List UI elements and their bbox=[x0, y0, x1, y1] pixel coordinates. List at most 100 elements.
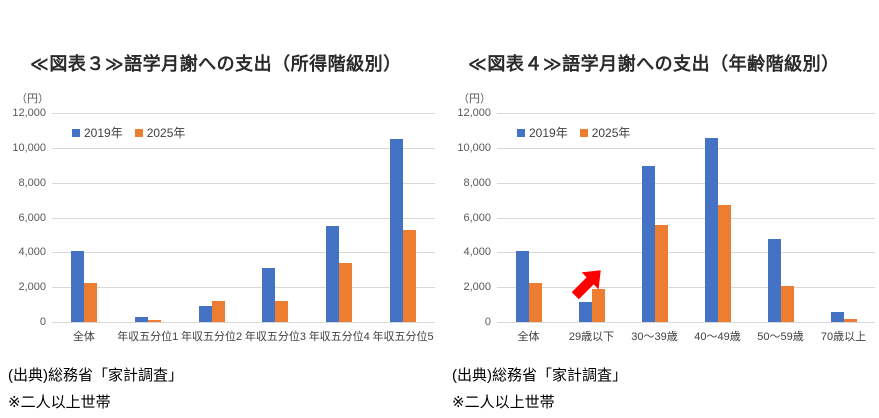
x-axis-line bbox=[497, 322, 875, 323]
bar-2025年-年収五分位2 bbox=[211, 301, 225, 322]
x-tick-label: 50～59歳 bbox=[757, 331, 804, 343]
bar-2025年-50～59歳 bbox=[780, 286, 794, 322]
gridline bbox=[497, 217, 875, 219]
legend-item: 2025年 bbox=[579, 124, 631, 141]
gridline bbox=[52, 287, 435, 289]
gridline bbox=[52, 147, 435, 149]
legend-swatch-icon bbox=[517, 128, 525, 137]
gridline bbox=[52, 182, 435, 184]
plot-area: 0 2,000 4,000 6,000 8,000 10,000 12,000 2019年 20… bbox=[12, 107, 435, 328]
household-footnote: ※二人以上世帯 bbox=[452, 394, 555, 411]
x-tick-label: 30～39歳 bbox=[631, 331, 678, 343]
gridline bbox=[52, 217, 435, 219]
bar-group bbox=[497, 113, 560, 322]
bar-2025年-全体 bbox=[83, 282, 97, 322]
x-tick-label: 70歳以上 bbox=[820, 331, 867, 343]
y-axis-unit-label: （円） bbox=[16, 93, 49, 105]
bar-group bbox=[244, 113, 308, 322]
legend-label: 2025年 bbox=[146, 126, 186, 140]
chart-panel-age: ≪図表４≫語学月謝への支出（年齢階級別） （円） 0 2,000 4,000 6,00… bbox=[440, 0, 879, 418]
bar-group bbox=[686, 113, 749, 322]
increase-arrow-icon bbox=[571, 270, 601, 300]
legend-swatch-icon bbox=[579, 128, 588, 137]
y-tick-label: 0 bbox=[484, 316, 491, 328]
gridline bbox=[497, 252, 875, 254]
y-tick-label: 4,000 bbox=[18, 246, 46, 259]
bar-2019年-年収五分位2 bbox=[198, 306, 212, 322]
bar-group bbox=[812, 113, 875, 322]
y-tick-label: 10,000 bbox=[457, 141, 491, 154]
bar-2025年-年収五分位3 bbox=[275, 301, 289, 322]
y-axis-unit-label: （円） bbox=[458, 93, 491, 105]
source-note: (出典)総務省「家計調査」 bbox=[452, 367, 627, 384]
bar-2019年-29歳以下 bbox=[578, 301, 592, 322]
bar-2025年-29歳以下 bbox=[591, 288, 605, 322]
x-tick-label: 40～49歳 bbox=[694, 331, 741, 343]
x-tick-label: 年収五分位2 bbox=[181, 331, 243, 343]
y-tick-label: 12,000 bbox=[457, 107, 491, 119]
bar-group bbox=[623, 113, 686, 322]
bar-2019年-全体 bbox=[515, 250, 529, 322]
bar-2019年-30～39歳 bbox=[641, 166, 655, 322]
x-tick-label: 29歳以下 bbox=[568, 331, 615, 343]
chart-title-income: ≪図表３≫語学月謝への支出（所得階級別） bbox=[30, 54, 402, 74]
gridline bbox=[497, 287, 875, 289]
legend-item: 2019年 bbox=[72, 124, 123, 141]
legend-label: 2025年 bbox=[591, 126, 631, 140]
bar-group bbox=[749, 113, 812, 322]
x-tick-label: 全体 bbox=[517, 331, 540, 343]
x-tick-label: 年収五分位5 bbox=[372, 331, 434, 343]
legend-item: 2019年 bbox=[517, 124, 568, 141]
x-axis-line bbox=[52, 322, 435, 323]
plot-area: 0 2,000 4,000 6,000 8,000 10,000 12,000 2019年 20… bbox=[457, 107, 875, 328]
legend: 2019年 2025年 bbox=[517, 124, 630, 141]
bar-2025年-年収五分位4 bbox=[339, 262, 353, 322]
bar-group bbox=[371, 113, 435, 322]
bar-group bbox=[307, 113, 371, 322]
bar-2025年-年収五分位1 bbox=[147, 320, 161, 322]
y-tick-label: 2,000 bbox=[463, 281, 491, 294]
bar-2019年-年収五分位4 bbox=[326, 226, 340, 322]
legend-swatch-icon bbox=[72, 128, 80, 137]
bar-2025年-全体 bbox=[528, 282, 542, 322]
bar-2019年-年収五分位1 bbox=[134, 316, 148, 322]
y-tick-label: 2,000 bbox=[18, 281, 46, 294]
bar-2025年-40～49歳 bbox=[717, 205, 731, 322]
legend-item: 2025年 bbox=[134, 124, 186, 141]
bar-2019年-50～59歳 bbox=[767, 239, 781, 322]
y-tick-label: 12,000 bbox=[12, 107, 46, 119]
legend-label: 2019年 bbox=[529, 126, 568, 140]
legend-label: 2019年 bbox=[84, 126, 123, 140]
bar-2025年-70歳以上 bbox=[843, 318, 857, 322]
legend: 2019年 2025年 bbox=[72, 124, 185, 141]
chart-footer: (出典)総務省「家計調査」 ※二人以上世帯 bbox=[8, 362, 183, 416]
bar-2019年-40～49歳 bbox=[704, 138, 718, 322]
bar-group bbox=[560, 113, 623, 322]
bar-2019年-全体 bbox=[70, 250, 84, 322]
gridline bbox=[52, 113, 435, 114]
bar-group bbox=[180, 113, 244, 322]
household-footnote: ※二人以上世帯 bbox=[8, 394, 111, 411]
bar-2019年-年収五分位5 bbox=[390, 139, 404, 322]
y-tick-label: 0 bbox=[39, 316, 46, 328]
bar-2019年-年収五分位3 bbox=[262, 268, 276, 322]
gridline bbox=[497, 182, 875, 184]
y-tick-label: 8,000 bbox=[463, 176, 491, 189]
gridline bbox=[497, 113, 875, 114]
legend-swatch-icon bbox=[134, 128, 143, 137]
bar-group bbox=[52, 113, 116, 322]
y-tick-label: 10,000 bbox=[12, 141, 46, 154]
chart-panel-income: ≪図表３≫語学月謝への支出（所得階級別） （円） 0 2,000 4,000 6,00… bbox=[8, 54, 435, 416]
x-tick-label: 全体 bbox=[72, 331, 95, 343]
bar-2025年-年収五分位5 bbox=[403, 229, 417, 322]
bar-chart-income: （円） 0 2,000 4,000 6,000 8,000 10,000 12,000 201… bbox=[12, 93, 435, 343]
x-tick-label: 年収五分位3 bbox=[244, 331, 306, 343]
x-tick-label: 年収五分位1 bbox=[117, 331, 179, 343]
y-tick-label: 6,000 bbox=[18, 211, 46, 224]
source-note: (出典)総務省「家計調査」 bbox=[8, 367, 183, 384]
bar-group bbox=[116, 113, 180, 322]
chart-title-age: ≪図表４≫語学月謝への支出（年齢階級別） bbox=[468, 54, 840, 74]
y-tick-label: 6,000 bbox=[463, 211, 491, 224]
gridline bbox=[52, 252, 435, 254]
